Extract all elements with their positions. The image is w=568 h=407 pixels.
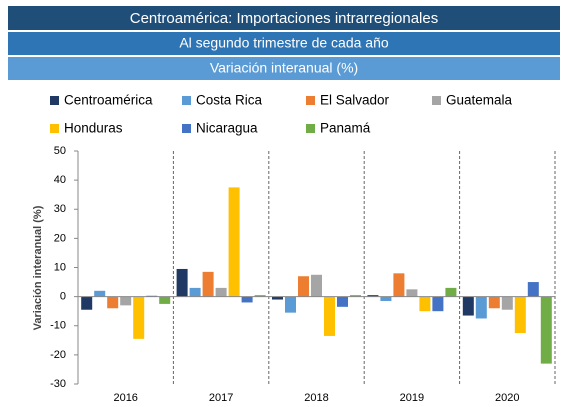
chart-subtitle: Al segundo trimestre de cada año	[179, 35, 389, 51]
legend-swatch	[182, 96, 191, 105]
x-tick-label: 2019	[400, 392, 424, 404]
x-tick-label: 2020	[495, 392, 519, 404]
legend-label: Centroamérica	[64, 93, 153, 108]
bar	[462, 296, 474, 316]
bar	[159, 296, 171, 304]
x-tick-label: 2016	[113, 392, 137, 404]
bar	[107, 296, 119, 309]
y-tick-label: 30	[54, 203, 66, 215]
title-band	[8, 6, 560, 30]
y-axis-label: Variación interanual (%)	[32, 205, 44, 330]
bar	[228, 187, 240, 297]
bar	[432, 296, 444, 312]
y-tick-label: -30	[50, 378, 66, 390]
x-tick-label: 2018	[304, 392, 328, 404]
bar	[215, 287, 227, 297]
legend-swatch	[306, 96, 315, 105]
bar	[514, 296, 526, 334]
bar	[475, 296, 487, 319]
legend-label: Honduras	[64, 121, 123, 136]
y-tick-label: 10	[54, 261, 66, 273]
bar	[445, 287, 457, 297]
legend-swatch	[182, 124, 191, 133]
legend-label: El Salvador	[320, 93, 390, 108]
y-tick-label: 20	[54, 232, 66, 244]
bar	[176, 268, 188, 297]
bar	[406, 289, 418, 297]
bar	[133, 296, 145, 339]
y-tick-label: -20	[50, 349, 66, 361]
bar	[202, 271, 214, 297]
legend-label: Nicaragua	[196, 121, 258, 136]
bar	[241, 296, 253, 303]
y-tick-label: -10	[50, 320, 66, 332]
legend-label: Guatemala	[446, 93, 513, 108]
bar	[324, 296, 335, 336]
y-tick-label: 0	[60, 291, 66, 303]
bar	[419, 296, 431, 312]
bar	[393, 273, 405, 297]
subtitle-band	[8, 57, 560, 80]
bar	[298, 276, 309, 297]
bar	[350, 295, 361, 297]
x-tick-label: 2017	[209, 392, 233, 404]
bar	[189, 287, 201, 297]
legend-label: Panamá	[320, 121, 371, 136]
chart-title: Centroamérica: Importaciones intrarregio…	[130, 10, 438, 27]
legend-swatch	[50, 96, 59, 105]
subtitle-band	[8, 32, 560, 55]
bar	[540, 296, 552, 364]
bar	[367, 295, 379, 297]
y-tick-label: 50	[54, 145, 66, 157]
bar	[380, 296, 392, 301]
bar	[285, 296, 296, 313]
bar	[527, 282, 539, 297]
legend-swatch	[306, 124, 315, 133]
bar	[120, 296, 132, 306]
y-tick-label: 40	[54, 174, 66, 186]
bar	[272, 296, 283, 300]
legend-swatch	[50, 124, 59, 133]
bar	[254, 295, 266, 297]
bar	[311, 274, 322, 297]
legend-swatch	[432, 96, 441, 105]
bar	[337, 296, 348, 307]
bar	[81, 296, 93, 310]
bar	[501, 296, 513, 310]
bar	[488, 296, 500, 309]
chart-subtitle: Variación interanual (%)	[210, 60, 358, 76]
legend-label: Costa Rica	[196, 93, 263, 108]
bar	[94, 290, 106, 297]
